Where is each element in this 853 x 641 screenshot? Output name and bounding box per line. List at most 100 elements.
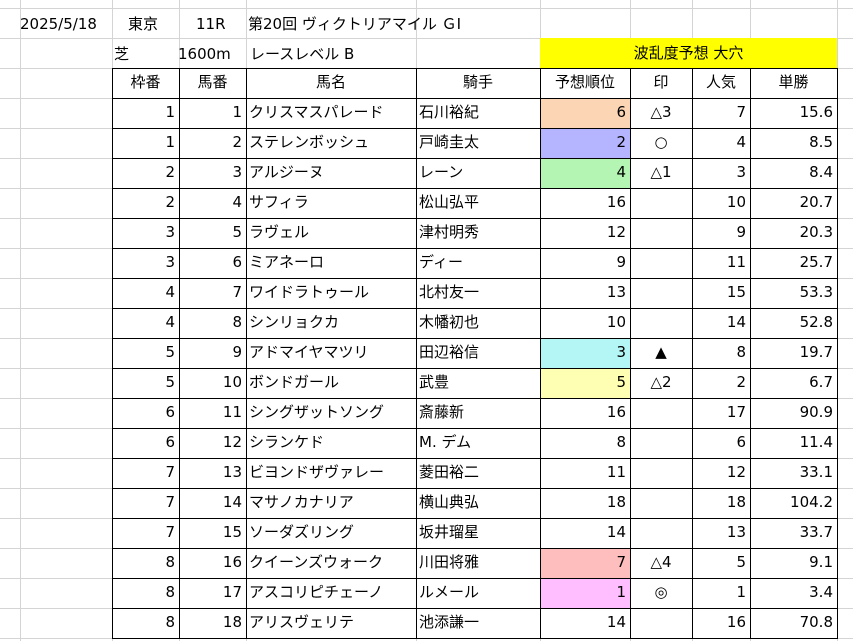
cell-mark[interactable] <box>630 458 692 488</box>
cell-waku[interactable]: 5 <box>165 343 175 361</box>
cell-horse-name[interactable]: サフィラ <box>249 193 309 211</box>
cell-jockey[interactable]: 武豊 <box>419 373 450 391</box>
cell-predicted-rank[interactable]: 3 <box>540 338 630 368</box>
cell-umaban[interactable]: 13 <box>222 463 242 481</box>
cell-mark[interactable] <box>630 608 692 638</box>
cell-predicted-rank[interactable]: 5 <box>540 368 630 398</box>
column-header-horse-name[interactable]: 馬名 <box>315 73 346 91</box>
cell-waku[interactable]: 2 <box>165 193 175 211</box>
cell-popularity[interactable]: 1 <box>736 583 746 601</box>
cell-jockey[interactable]: レーン <box>419 163 464 181</box>
cell-waku[interactable]: 5 <box>165 373 175 391</box>
cell-predicted-rank[interactable]: 18 <box>606 493 626 511</box>
cell-jockey[interactable]: 池添謙一 <box>419 613 480 631</box>
cell-predicted-rank[interactable]: 14 <box>606 523 626 541</box>
cell-jockey[interactable]: 横山典弘 <box>419 493 480 511</box>
cell-predicted-rank[interactable]: 8 <box>616 433 626 451</box>
cell-mark[interactable] <box>630 428 692 458</box>
cell-popularity[interactable]: 14 <box>726 313 746 331</box>
cell-horse-name[interactable]: ビヨンドザヴァレー <box>249 463 385 481</box>
cell-jockey[interactable]: 戸崎圭太 <box>419 133 480 151</box>
cell-umaban[interactable]: 7 <box>232 283 242 301</box>
cell-umaban[interactable]: 3 <box>232 163 242 181</box>
cell-win-odds[interactable]: 8.4 <box>809 163 833 181</box>
cell-mark[interactable]: △3 <box>650 103 672 121</box>
cell-umaban[interactable]: 14 <box>222 493 242 511</box>
cell-umaban[interactable]: 18 <box>222 613 242 631</box>
cell-waku[interactable]: 1 <box>165 103 175 121</box>
cell-horse-name[interactable]: クイーンズウォーク <box>249 553 383 571</box>
cell-popularity[interactable]: 5 <box>736 553 746 571</box>
cell-win-odds[interactable]: 6.7 <box>809 373 833 391</box>
cell-waku[interactable]: 7 <box>165 523 175 541</box>
cell-predicted-rank[interactable]: 12 <box>606 223 626 241</box>
cell-predicted-rank[interactable]: 13 <box>606 283 626 301</box>
cell-waku[interactable]: 8 <box>165 613 175 631</box>
column-header-jockey[interactable]: 騎手 <box>462 73 493 91</box>
cell-jockey[interactable]: 石川裕紀 <box>419 103 480 121</box>
race-level-cell[interactable]: レースレベル B <box>250 45 355 63</box>
cell-predicted-rank[interactable]: 2 <box>540 128 630 158</box>
cell-win-odds[interactable]: 19.7 <box>799 343 833 361</box>
cell-mark[interactable] <box>630 488 692 518</box>
cell-mark[interactable] <box>630 278 692 308</box>
cell-jockey[interactable]: 松山弘平 <box>419 193 480 211</box>
cell-waku[interactable]: 3 <box>165 253 175 271</box>
cell-jockey[interactable]: 川田将雅 <box>419 553 480 571</box>
cell-horse-name[interactable]: ミアネーロ <box>249 253 325 271</box>
cell-waku[interactable]: 3 <box>165 223 175 241</box>
cell-umaban[interactable]: 5 <box>232 223 242 241</box>
cell-mark[interactable]: ▲ <box>655 343 667 361</box>
cell-win-odds[interactable]: 25.7 <box>799 253 833 271</box>
cell-horse-name[interactable]: マサノカナリア <box>249 493 354 511</box>
cell-umaban[interactable]: 9 <box>232 343 242 361</box>
cell-horse-name[interactable]: アリスヴェリテ <box>249 613 355 631</box>
race-number-cell[interactable]: 11R <box>196 15 226 33</box>
cell-waku[interactable]: 7 <box>165 463 175 481</box>
cell-jockey[interactable]: M. デム <box>419 433 472 451</box>
cell-predicted-rank[interactable]: 10 <box>606 313 626 331</box>
cell-jockey[interactable]: 木幡初也 <box>419 313 480 331</box>
cell-win-odds[interactable]: 9.1 <box>809 553 833 571</box>
cell-horse-name[interactable]: シランケド <box>249 433 325 451</box>
cell-umaban[interactable]: 2 <box>232 133 242 151</box>
cell-popularity[interactable]: 12 <box>726 463 746 481</box>
cell-umaban[interactable]: 4 <box>232 193 242 211</box>
cell-waku[interactable]: 8 <box>165 553 175 571</box>
cell-waku[interactable]: 4 <box>165 283 175 301</box>
cell-win-odds[interactable]: 20.3 <box>799 223 833 241</box>
cell-horse-name[interactable]: ワイドラトゥール <box>249 283 370 301</box>
column-header-win-odds[interactable]: 単勝 <box>778 73 809 91</box>
cell-mark[interactable]: ◎ <box>654 583 668 601</box>
cell-horse-name[interactable]: アドマイヤマツリ <box>249 343 369 361</box>
prediction-label-cell[interactable]: 波乱度予想 大穴 <box>540 38 837 68</box>
cell-mark[interactable] <box>630 398 692 428</box>
cell-popularity[interactable]: 17 <box>726 403 746 421</box>
cell-horse-name[interactable]: ボンドガール <box>249 373 340 391</box>
cell-popularity[interactable]: 7 <box>736 103 746 121</box>
cell-waku[interactable]: 6 <box>165 433 175 451</box>
cell-umaban[interactable]: 15 <box>222 523 242 541</box>
cell-horse-name[interactable]: シンリョクカ <box>249 313 340 331</box>
cell-predicted-rank[interactable]: 16 <box>606 403 626 421</box>
cell-waku[interactable]: 8 <box>165 583 175 601</box>
cell-predicted-rank[interactable]: 14 <box>606 613 626 631</box>
column-header-predicted-rank[interactable]: 予想順位 <box>554 73 615 91</box>
cell-horse-name[interactable]: アルジーヌ <box>249 163 324 181</box>
cell-waku[interactable]: 1 <box>165 133 175 151</box>
cell-popularity[interactable]: 10 <box>726 193 746 211</box>
cell-mark[interactable] <box>630 188 692 218</box>
race-name-cell[interactable]: 第20回 ヴィクトリアマイル ＧⅠ <box>248 15 462 33</box>
cell-popularity[interactable]: 6 <box>736 433 746 451</box>
column-header-umaban[interactable]: 馬番 <box>197 73 228 91</box>
cell-popularity[interactable]: 9 <box>736 223 746 241</box>
cell-popularity[interactable]: 11 <box>726 253 746 271</box>
cell-jockey[interactable]: 菱田裕二 <box>419 463 480 481</box>
cell-predicted-rank[interactable]: 16 <box>606 193 626 211</box>
cell-mark[interactable] <box>630 308 692 338</box>
venue-cell[interactable]: 東京 <box>128 15 159 33</box>
cell-umaban[interactable]: 11 <box>222 403 242 421</box>
cell-jockey[interactable]: 斎藤新 <box>419 403 465 421</box>
cell-jockey[interactable]: 坂井瑠星 <box>419 523 480 541</box>
cell-mark[interactable]: ○ <box>654 133 668 151</box>
